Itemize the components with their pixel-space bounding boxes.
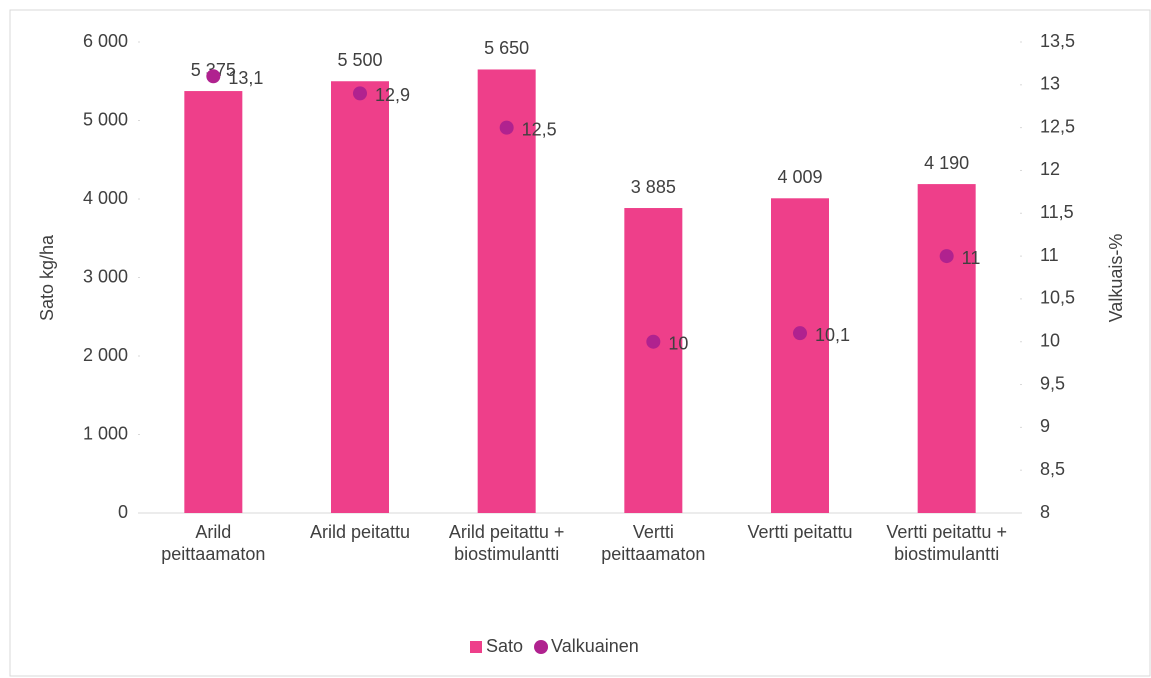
y2-tick-label: 10 [1040,330,1060,350]
y2-tick-label: 12 [1040,159,1060,179]
y-tick-label: 3 000 [83,266,128,286]
data-label: 12,5 [522,119,557,139]
data-label: 11 [962,248,981,268]
data-label: 10,1 [815,325,850,345]
data-label: 3 885 [631,177,676,197]
point [939,249,954,264]
y2-tick-label: 8 [1040,502,1050,522]
point [646,334,661,349]
bar [477,69,536,513]
y-tick-label: 4 000 [83,188,128,208]
point [206,69,221,84]
y-axis-title: Sato kg/ha [37,234,57,321]
bar [184,91,243,513]
legend-swatch [470,641,482,653]
y2-tick-label: 9 [1040,416,1050,436]
point [353,86,367,101]
legend-swatch [534,640,549,654]
x-tick-label: Vertti peitattu [747,522,852,542]
y-tick-label: 6 000 [83,31,128,51]
y2-tick-label: 13,5 [1040,31,1075,51]
point [793,326,807,341]
y2-tick-label: 13 [1040,74,1060,94]
y2-tick-label: 9,5 [1040,373,1065,393]
data-label: 10 [668,333,688,353]
y2-axis-title: Valkuais-% [1106,234,1126,323]
data-label: 5 650 [484,38,529,58]
legend-label: Valkuainen [551,636,639,656]
x-tick-label: Vertti peittaamaton [601,522,705,564]
y2-tick-label: 10,5 [1040,288,1075,308]
data-label: 5 500 [337,50,382,70]
data-label: 4 190 [924,153,969,173]
y2-tick-label: 11 [1040,245,1059,265]
bar [624,208,683,513]
bar [917,184,976,513]
data-label: 4 009 [777,167,822,187]
y-tick-label: 0 [118,502,128,522]
y2-tick-label: 11,5 [1040,202,1074,222]
legend-label: Sato [486,636,523,656]
bar [771,198,829,513]
x-tick-label: Arild peitattu [310,522,410,542]
data-label: 13,1 [228,68,263,88]
bar [331,81,389,513]
x-tick-label: Arild peitattu + biostimulantti [449,522,565,564]
x-tick-label: Vertti peitattu + biostimulantti [886,522,1007,564]
y2-tick-label: 12,5 [1040,116,1075,136]
y-tick-label: 2 000 [83,345,128,365]
point [499,120,514,135]
x-tick-label: Arild peittaamaton [161,522,265,564]
chart-frame [9,9,1151,677]
y-tick-label: 1 000 [83,423,128,443]
data-label: 12,9 [375,85,410,105]
y-tick-label: 5 000 [83,109,128,129]
y2-tick-label: 8,5 [1040,459,1065,479]
